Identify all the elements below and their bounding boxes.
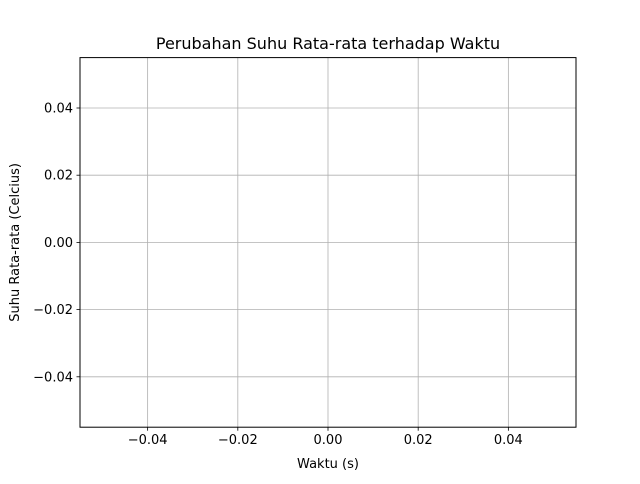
x-tick-label: −0.04 (128, 433, 168, 448)
y-tick-label: 0.00 (44, 236, 73, 251)
y-axis-label: Suhu Rata-rata (Celcius) (8, 163, 23, 322)
x-tick-label: 0.02 (404, 433, 433, 448)
x-tick-label: 0.00 (314, 433, 343, 448)
x-tick-label: −0.02 (218, 433, 258, 448)
tick-layer: −0.04 −0.02 0.00 0.02 0.04 −0.04 −0.02 0.00 0.02… (33, 102, 523, 449)
chart-title: Perubahan Suhu Rata-rata terhadap Waktu (156, 34, 500, 53)
y-tick-label: −0.02 (33, 303, 73, 318)
y-tick-label: 0.04 (44, 102, 73, 117)
y-tick-label: 0.02 (44, 169, 73, 184)
y-tick-label: −0.04 (33, 370, 73, 385)
grid-layer (80, 57, 576, 428)
x-tick-label: 0.04 (494, 433, 523, 448)
x-axis-label: Waktu (s) (297, 457, 359, 472)
